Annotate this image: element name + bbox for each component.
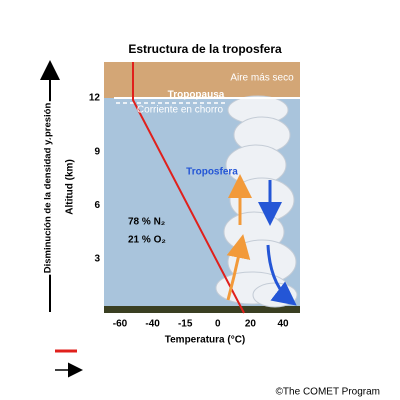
oxygen-label: 21 % O₂ [128,235,166,246]
x-tick-label: -60 [113,319,128,330]
side-label: Disminución de la densidad y presión [43,103,54,274]
lapse-line [132,62,245,314]
y-tick-label: 3 [94,254,100,265]
tropopause-label: Tropopausa [168,90,225,101]
dry-air-label: Aire más seco [230,73,294,84]
y-tick-label: 12 [89,93,101,104]
x-tick-label: -40 [145,319,160,330]
y-axis-label: Altitud (km) [65,159,76,215]
troposphere-label: Troposfera [186,167,238,178]
x-tick-label: 0 [215,319,221,330]
x-ticks: -60 -40 -15 0 20 40 [113,319,289,330]
x-tick-label: -15 [178,319,193,330]
updrafts [226,174,252,301]
y-ticks: 12 9 6 3 [89,93,101,265]
ground [104,306,300,313]
side-label-halo: Disminución de la densidad y presión [43,103,54,274]
jet-label: Corriente en chorro [137,105,224,116]
x-tick-label: 20 [245,319,257,330]
credit: ©The COMET Program [276,387,380,398]
nitrogen-label: 78 % N₂ [128,217,165,228]
y-tick-label: 6 [94,200,100,211]
y-tick-label: 9 [94,146,100,157]
x-tick-label: 40 [277,319,289,330]
title: Estructura de la troposfera [128,42,282,56]
x-axis-label: Temperatura (°C) [165,335,246,346]
downdrafts [258,180,297,306]
upper-band [104,62,300,98]
